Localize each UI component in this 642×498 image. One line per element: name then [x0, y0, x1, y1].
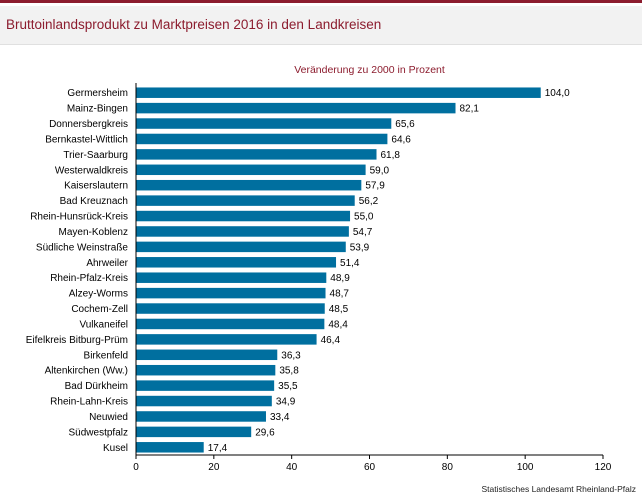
category-label: Kaiserslautern — [64, 181, 128, 192]
bar — [136, 226, 349, 237]
value-label: 55,0 — [354, 212, 374, 223]
x-tick-label: 80 — [442, 462, 454, 473]
x-tick-label: 0 — [133, 462, 139, 473]
category-label: Altenkirchen (Ww.) — [45, 366, 128, 377]
x-tick-label: 120 — [595, 462, 612, 473]
category-label: Bad Kreuznach — [60, 196, 128, 207]
category-label: Cochem-Zell — [71, 304, 128, 315]
category-label: Südwestpfalz — [69, 427, 128, 438]
value-label: 48,5 — [329, 304, 349, 315]
bar — [136, 179, 362, 191]
value-label: 35,5 — [278, 381, 298, 392]
x-tick-label: 100 — [517, 462, 534, 473]
value-label: 54,7 — [353, 227, 373, 238]
value-label: 48,4 — [328, 319, 348, 330]
category-label: Vulkaneifel — [79, 319, 128, 330]
bar — [136, 118, 392, 129]
bar — [136, 272, 327, 283]
value-label: 17,4 — [208, 443, 228, 454]
bar — [136, 287, 326, 299]
category-label: Birkenfeld — [84, 350, 128, 361]
value-label: 51,4 — [340, 258, 360, 269]
category-label: Alzey-Worms — [69, 289, 128, 300]
category-label: Rhein-Lahn-Kreis — [50, 397, 128, 408]
category-label: Kusel — [103, 443, 128, 454]
bar — [136, 133, 388, 145]
bar — [136, 195, 355, 206]
category-label: Donnersbergkreis — [49, 119, 128, 130]
category-label: Eifelkreis Bitburg-Prüm — [26, 335, 128, 346]
bar — [136, 364, 276, 376]
bar — [136, 411, 266, 422]
value-label: 59,0 — [370, 165, 390, 176]
value-label: 61,8 — [381, 150, 401, 161]
value-label: 34,9 — [276, 397, 296, 408]
bar — [136, 210, 351, 222]
value-label: 48,7 — [330, 289, 350, 300]
value-label: 64,6 — [391, 134, 411, 145]
bar — [136, 318, 325, 330]
value-label: 29,6 — [255, 427, 275, 438]
category-label: Mainz-Bingen — [67, 104, 128, 115]
header-band: Bruttoinlandsprodukt zu Marktpreisen 201… — [0, 6, 642, 45]
bar — [136, 426, 252, 438]
value-label: 56,2 — [359, 196, 379, 207]
category-label: Trier-Saarburg — [63, 150, 128, 161]
x-tick-label: 20 — [208, 462, 220, 473]
category-label: Germersheim — [67, 88, 128, 99]
value-label: 48,9 — [330, 273, 350, 284]
value-label: 36,3 — [281, 350, 301, 361]
bar — [136, 149, 377, 160]
chart-title: Bruttoinlandsprodukt zu Marktpreisen 201… — [6, 17, 382, 32]
value-label: 57,9 — [365, 181, 385, 192]
x-tick-label: 60 — [364, 462, 376, 473]
category-label: Ahrweiler — [86, 258, 128, 269]
category-label: Rhein-Pfalz-Kreis — [50, 273, 128, 284]
category-label: Mayen-Koblenz — [59, 227, 128, 238]
bar — [136, 442, 204, 453]
bar — [136, 380, 275, 391]
category-label: Bernkastel-Wittlich — [45, 134, 128, 145]
bar — [136, 102, 456, 114]
category-label: Neuwied — [89, 412, 128, 423]
bar — [136, 349, 278, 361]
bar — [136, 87, 541, 98]
bar — [136, 334, 317, 345]
value-label: 82,1 — [460, 104, 480, 115]
bar — [136, 164, 366, 176]
value-label: 33,4 — [270, 412, 290, 423]
value-label: 53,9 — [350, 242, 370, 253]
chart-subtitle: Veränderung zu 2000 in Prozent — [294, 64, 445, 76]
value-label: 46,4 — [321, 335, 341, 346]
bar — [136, 241, 346, 253]
category-label: Bad Dürkheim — [65, 381, 128, 392]
x-tick-label: 40 — [286, 462, 298, 473]
category-label: Südliche Weinstraße — [36, 242, 129, 253]
source-note: Statistisches Landesamt Rheinland-Pfalz — [481, 484, 637, 494]
category-label: Westerwaldkreis — [55, 165, 128, 176]
value-label: 104,0 — [545, 88, 570, 99]
bar — [136, 395, 272, 407]
value-label: 65,6 — [395, 119, 415, 130]
value-label: 35,8 — [279, 366, 299, 377]
category-label: Rhein-Hunsrück-Kreis — [30, 212, 128, 223]
bar — [136, 257, 337, 268]
bar — [136, 303, 325, 314]
